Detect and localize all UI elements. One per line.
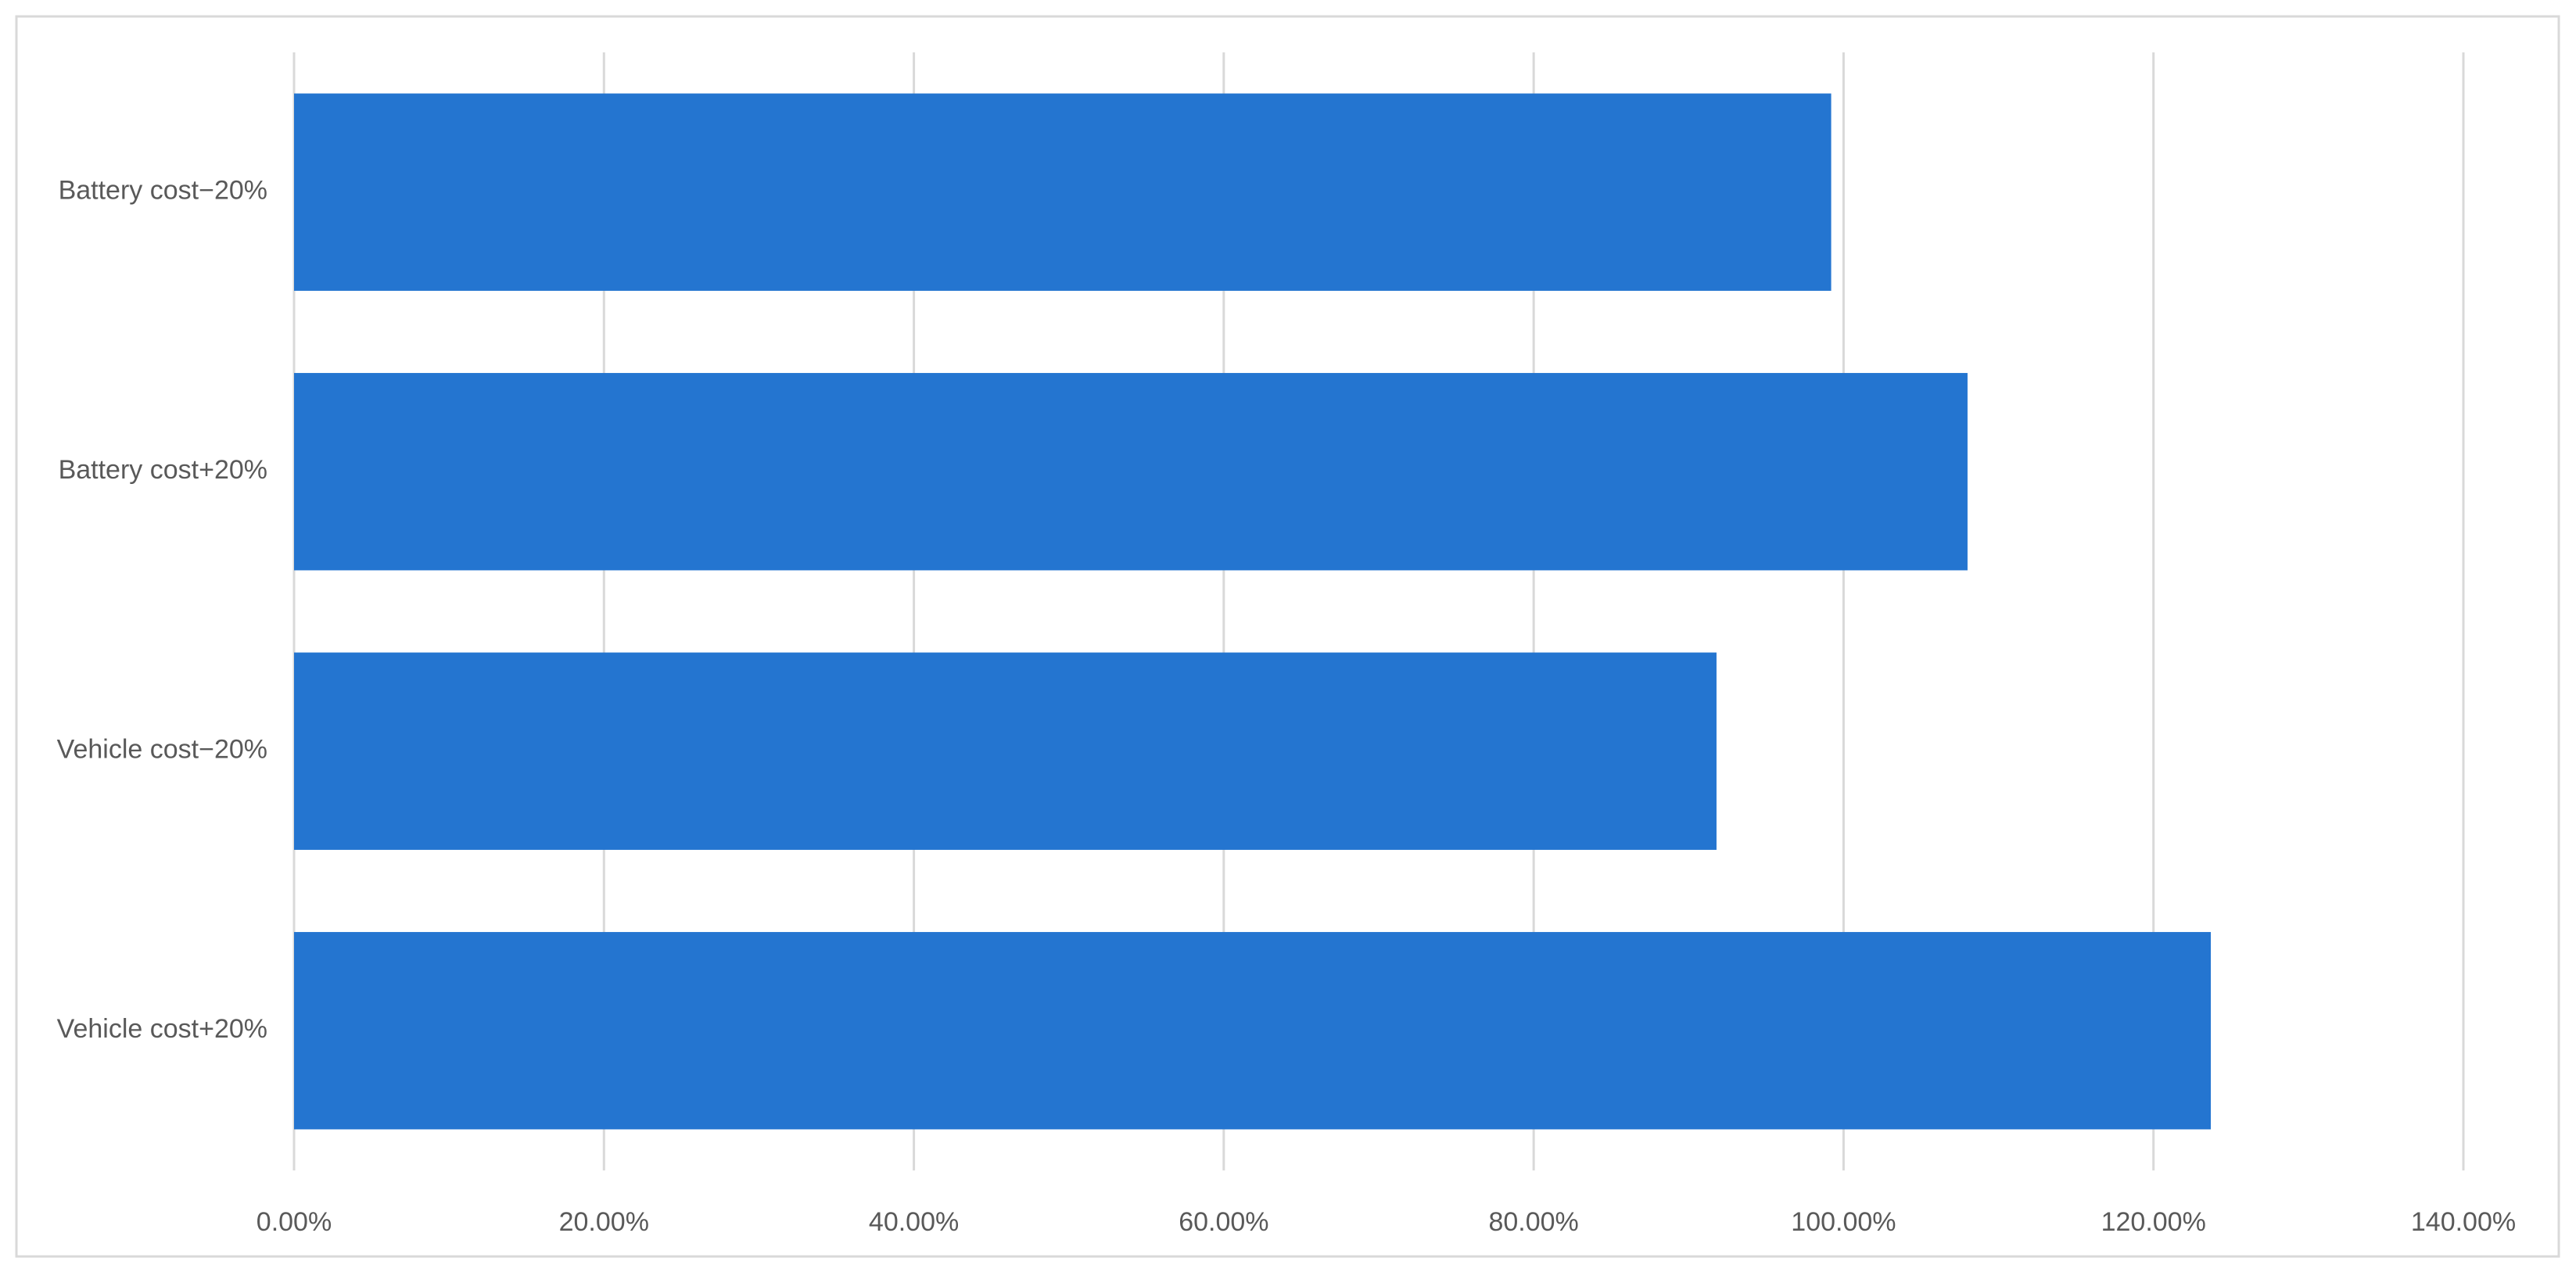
- x-tick-label: 140.00%: [2411, 1207, 2516, 1237]
- y-tick-label: Vehicle cost+20%: [57, 1014, 267, 1044]
- bar: [294, 373, 1968, 571]
- x-tick-label: 80.00%: [1488, 1207, 1578, 1237]
- x-tick-label: 20.00%: [559, 1207, 649, 1237]
- x-tick-label: 60.00%: [1179, 1207, 1268, 1237]
- bar: [294, 932, 2212, 1130]
- y-tick-label: Vehicle cost−20%: [57, 735, 267, 765]
- y-tick-label: Battery cost−20%: [59, 176, 267, 206]
- x-tick-label: 120.00%: [2101, 1207, 2206, 1237]
- y-tick-label: Battery cost+20%: [59, 455, 267, 485]
- x-tick-label: 40.00%: [869, 1207, 959, 1237]
- x-tick-label: 0.00%: [257, 1207, 332, 1237]
- bar: [294, 652, 1717, 850]
- x-tick-label: 100.00%: [1791, 1207, 1896, 1237]
- bar: [294, 93, 1832, 291]
